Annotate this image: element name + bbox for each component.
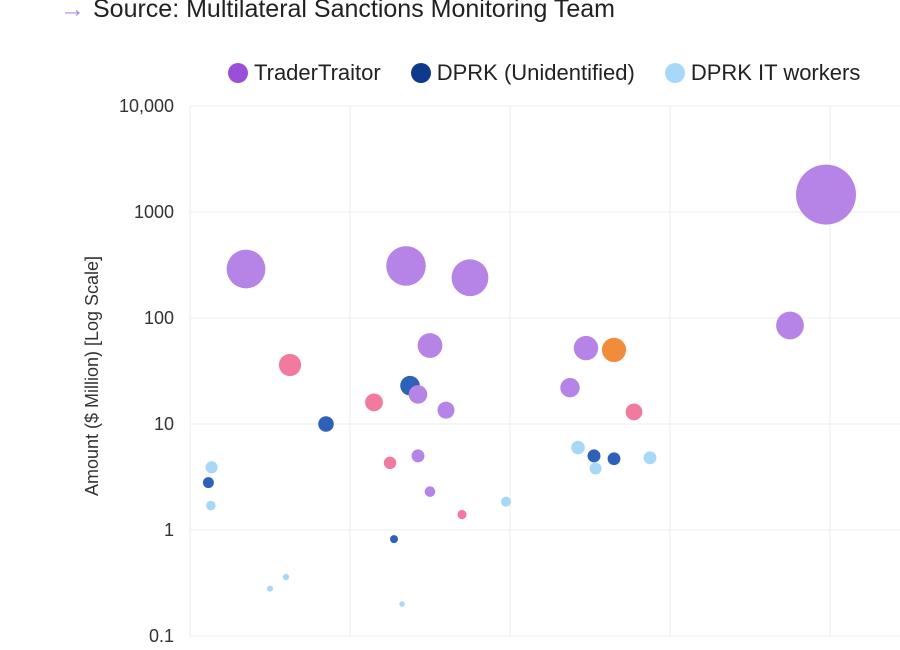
data-point bbox=[386, 246, 426, 286]
y-tick-label: 10,000 bbox=[119, 96, 174, 116]
data-point bbox=[571, 440, 585, 455]
data-point bbox=[202, 477, 214, 489]
arrow-right-icon: → bbox=[60, 0, 85, 23]
legend-item-dprk-unidentified: DPRK (Unidentified) bbox=[410, 60, 635, 86]
data-point bbox=[424, 486, 436, 497]
y-axis-title: Amount ($ Million) [Log Scale] bbox=[82, 256, 102, 496]
legend-dot-icon bbox=[410, 63, 431, 83]
source-text: Source: Multilateral Sanctions Monitorin… bbox=[93, 0, 616, 23]
y-tick-label: 10 bbox=[154, 414, 174, 434]
source-line: → Source: Multilateral Sanctions Monitor… bbox=[60, 0, 615, 24]
legend-dot-icon bbox=[664, 63, 685, 83]
data-point bbox=[205, 461, 218, 474]
y-tick-label: 100 bbox=[144, 308, 174, 328]
chart-points bbox=[202, 164, 856, 607]
data-point bbox=[408, 385, 428, 404]
y-axis-ticks: 10,000 1000 100 10 1 0.1 bbox=[119, 96, 174, 646]
data-point bbox=[560, 378, 580, 398]
data-point bbox=[383, 456, 397, 470]
data-point bbox=[267, 585, 273, 592]
data-point bbox=[365, 393, 383, 412]
data-point bbox=[399, 601, 405, 607]
data-point bbox=[282, 573, 290, 581]
y-tick-label: 0.1 bbox=[149, 626, 174, 646]
data-point bbox=[607, 452, 621, 466]
data-point bbox=[625, 403, 643, 421]
data-point bbox=[318, 416, 334, 432]
legend-item-tradertraitor: TraderTraitor bbox=[228, 60, 381, 86]
y-tick-label: 1000 bbox=[134, 202, 174, 222]
data-point bbox=[601, 337, 627, 363]
data-point bbox=[411, 449, 425, 463]
data-point bbox=[226, 249, 266, 289]
data-point bbox=[206, 500, 216, 511]
legend-label: TraderTraitor bbox=[254, 60, 381, 85]
data-point bbox=[573, 335, 599, 361]
data-point bbox=[278, 353, 302, 377]
data-point bbox=[417, 333, 443, 358]
data-point bbox=[587, 449, 601, 463]
legend-dot-icon bbox=[228, 63, 248, 83]
data-point bbox=[589, 462, 602, 475]
data-point bbox=[501, 496, 511, 507]
legend-item-dprk-it-workers: DPRK IT workers bbox=[664, 60, 861, 86]
data-point bbox=[390, 535, 398, 544]
legend-label: DPRK (Unidentified) bbox=[436, 60, 635, 85]
data-point bbox=[776, 311, 804, 340]
legend-label: DPRK IT workers bbox=[690, 60, 861, 85]
data-point bbox=[796, 164, 856, 225]
data-point bbox=[437, 401, 455, 419]
data-point bbox=[457, 509, 467, 520]
chart-legend: TraderTraitor DPRK (Unidentified) DPRK I… bbox=[228, 58, 890, 88]
y-tick-label: 1 bbox=[164, 520, 174, 540]
data-point bbox=[643, 451, 657, 465]
data-point bbox=[451, 259, 489, 297]
